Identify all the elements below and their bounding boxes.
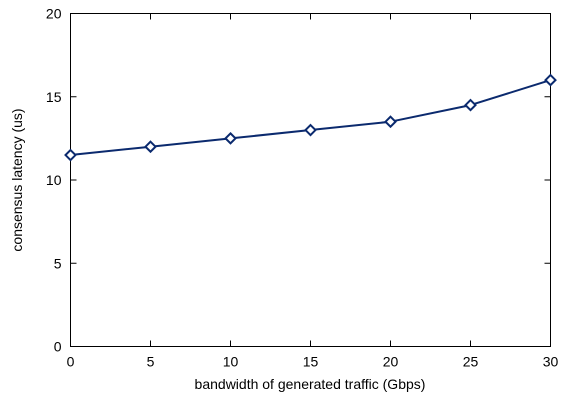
series-layer [64, 73, 557, 162]
y-tick-label: 10 [46, 172, 62, 188]
axis-ticks [70, 13, 551, 347]
data-point-diamond [304, 123, 317, 137]
plot-frame [70, 13, 551, 347]
data-point-diamond [224, 131, 237, 145]
x-tick-label: 25 [463, 354, 479, 370]
y-tick-label: 20 [46, 6, 62, 22]
x-tick-label: 15 [303, 354, 319, 370]
x-tick-label: 20 [383, 354, 399, 370]
x-tick-label: 5 [147, 354, 155, 370]
data-point-diamond [64, 148, 77, 162]
series-line [70, 79, 551, 156]
y-tick-label: 5 [54, 255, 62, 271]
tick-labels: 0 5 10 15 20 25 30 0 5 10 15 20 [46, 6, 559, 370]
y-tick-label: 15 [46, 89, 62, 105]
x-tick-label: 0 [67, 354, 75, 370]
x-tick-label: 10 [223, 354, 239, 370]
x-axis-title: bandwidth of generated traffic (Gbps) [195, 376, 426, 392]
y-tick-label: 0 [54, 339, 62, 355]
data-point-diamond [464, 98, 477, 112]
data-point-diamond [384, 115, 397, 129]
data-point-diamond [544, 73, 557, 87]
x-tick-label: 30 [543, 354, 559, 370]
y-axis-title: consensus latency (us) [9, 108, 25, 251]
data-point-diamond [144, 140, 157, 154]
